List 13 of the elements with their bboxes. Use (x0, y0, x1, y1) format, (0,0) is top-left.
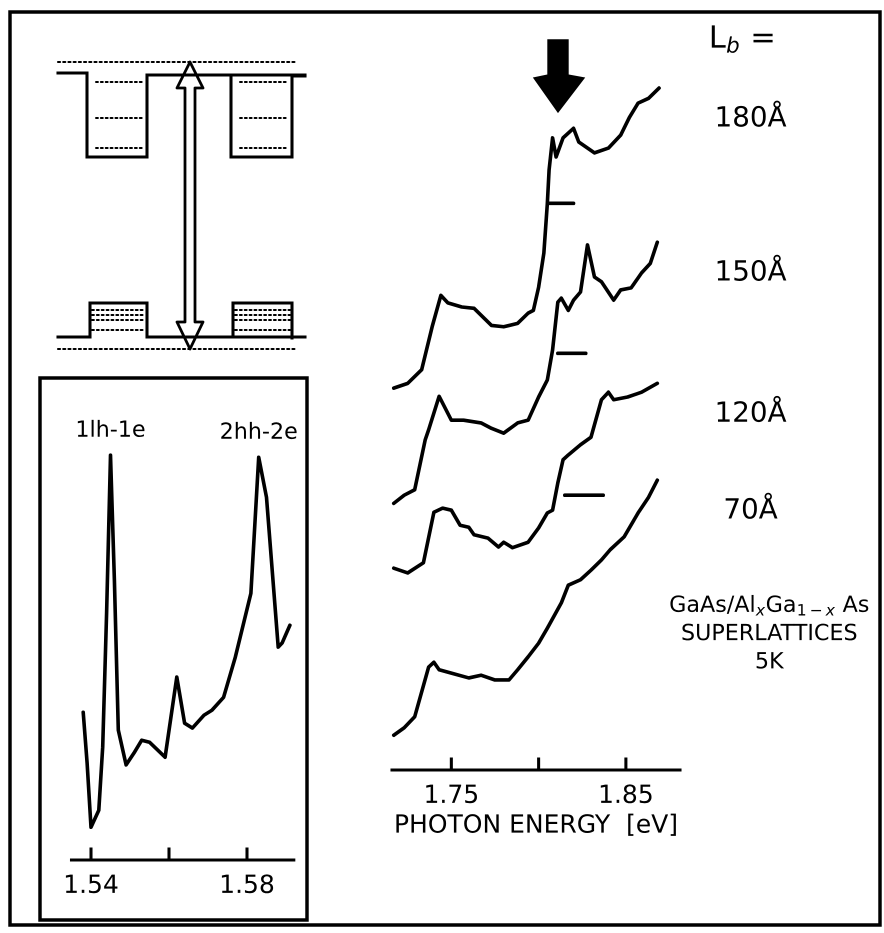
x-tick-label: 1.54 (66, 874, 118, 894)
text: 70Å (726, 492, 778, 519)
annotation: 2hh-2e (221, 422, 297, 440)
x-tick-label: 1.58 (222, 874, 274, 894)
x-axis-title: PHOTON ENERGY [eV] (396, 814, 676, 836)
text: 150Å (718, 254, 786, 281)
annotation: 1lh-1e (78, 420, 144, 438)
text: 180Å (718, 100, 786, 127)
annotation: GaAs/Al$_{x}$Ga$_{1−x}$ As SUPERLATTICES 5K (670, 594, 868, 669)
text: 120Å (718, 396, 786, 422)
x-tick-label: 1.85 (600, 784, 652, 804)
legend-title: L$_{b}$ = (712, 25, 773, 53)
x-tick-label: 1.75 (426, 784, 477, 804)
